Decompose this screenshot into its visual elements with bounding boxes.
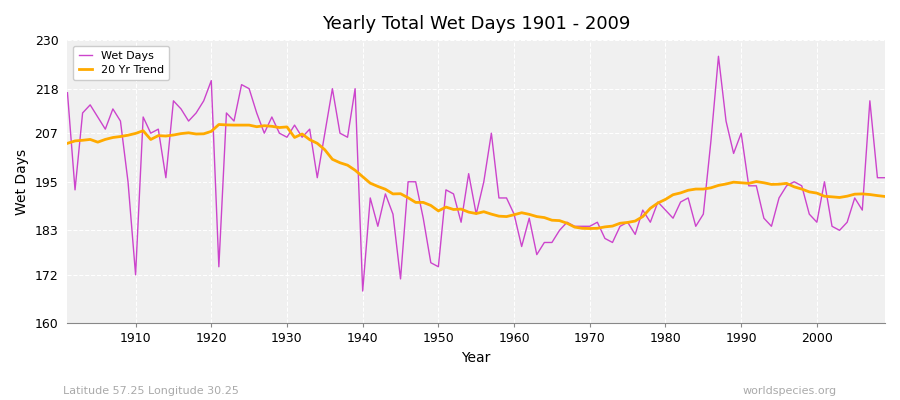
X-axis label: Year: Year xyxy=(462,351,490,365)
Wet Days xyxy=(508,212,519,216)
Wet Days xyxy=(517,244,527,249)
Wet Days xyxy=(879,175,890,180)
20 Yr Trend xyxy=(213,122,224,127)
Wet Days xyxy=(62,90,73,95)
Line: Wet Days: Wet Days xyxy=(68,56,885,291)
Legend: Wet Days, 20 Yr Trend: Wet Days, 20 Yr Trend xyxy=(73,46,169,80)
20 Yr Trend xyxy=(584,226,595,231)
20 Yr Trend xyxy=(62,141,73,146)
20 Yr Trend xyxy=(517,210,527,215)
Text: worldspecies.org: worldspecies.org xyxy=(742,386,837,396)
Wet Days xyxy=(335,131,346,136)
20 Yr Trend xyxy=(297,132,308,136)
Line: 20 Yr Trend: 20 Yr Trend xyxy=(68,124,885,228)
Wet Days xyxy=(713,54,724,59)
Title: Yearly Total Wet Days 1901 - 2009: Yearly Total Wet Days 1901 - 2009 xyxy=(322,15,630,33)
20 Yr Trend xyxy=(615,221,626,226)
20 Yr Trend xyxy=(342,163,353,168)
20 Yr Trend xyxy=(508,212,519,217)
Wet Days xyxy=(608,240,618,245)
Wet Days xyxy=(357,289,368,294)
Text: Latitude 57.25 Longitude 30.25: Latitude 57.25 Longitude 30.25 xyxy=(63,386,238,396)
20 Yr Trend xyxy=(879,194,890,199)
Y-axis label: Wet Days: Wet Days xyxy=(15,149,29,215)
20 Yr Trend xyxy=(122,133,133,138)
Wet Days xyxy=(289,123,300,128)
Wet Days xyxy=(122,179,133,184)
